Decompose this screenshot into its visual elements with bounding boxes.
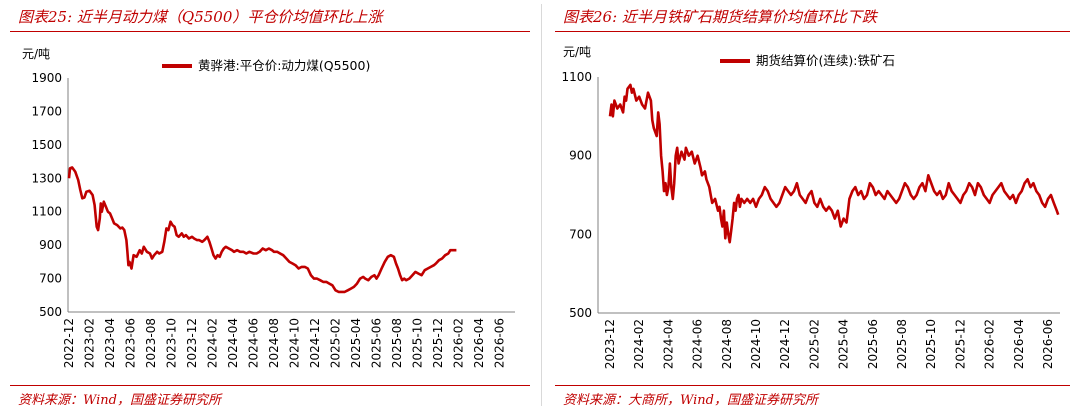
- coal-price-chart: 元/吨 500 700 900 1100 1300 1500 1700 1900 2022-12 2…: [22, 47, 515, 368]
- x-tick-label: 2023-02: [83, 318, 97, 368]
- iron-ore-price-chart: 元/吨 500 700 900 1100 2023-12 2024-02 2024-04 202…: [561, 45, 1060, 369]
- y-axis-unit: 元/吨: [22, 47, 50, 61]
- y-tick-label: 1100: [31, 205, 62, 219]
- legend-label: 期货结算价(连续):铁矿石: [756, 53, 895, 68]
- x-tick-label: 2025-06: [866, 319, 880, 369]
- x-tick-label: 2025-08: [390, 318, 404, 368]
- chart-source: 资料来源：Wind，国盛证券研究所: [18, 393, 221, 408]
- x-tick-label: 2024-06: [247, 318, 261, 368]
- x-tick-label: 2023-04: [103, 318, 117, 368]
- x-tick-label: 2024-06: [691, 319, 705, 369]
- x-tick-label: 2023-06: [124, 318, 138, 368]
- x-tick-label: 2025-02: [329, 318, 343, 368]
- x-tick-label: 2024-04: [226, 318, 240, 368]
- x-tick-label: 2025-06: [370, 318, 384, 368]
- chart-panel-right: 图表26: 近半月铁矿石期货结算价均值环比下跌 元/吨 500 700 900 1100…: [545, 0, 1080, 410]
- chart-source: 资料来源：大商所，Wind，国盛证券研究所: [563, 393, 818, 408]
- panel-divider: [541, 4, 542, 406]
- y-tick-label: 900: [569, 149, 592, 163]
- y-tick-label: 1900: [31, 71, 62, 85]
- x-tick-label: 2024-08: [267, 318, 281, 368]
- x-tick-label: 2025-02: [807, 319, 821, 369]
- y-tick-label: 900: [39, 238, 62, 252]
- x-tick-label: 2026-04: [1012, 319, 1026, 369]
- x-tick-label: 2024-02: [632, 319, 646, 369]
- y-tick-label: 700: [569, 227, 592, 241]
- source-rule: [10, 385, 530, 386]
- x-tick-label: 2024-12: [778, 319, 792, 369]
- x-tick-label: 2025-10: [924, 319, 938, 369]
- x-tick-label: 2024-10: [749, 319, 763, 369]
- y-tick-label: 1100: [561, 70, 592, 84]
- x-tick-label: 2025-04: [349, 318, 363, 368]
- x-tick-label: 2025-12: [953, 319, 967, 369]
- x-tick-label: 2025-10: [411, 318, 425, 368]
- x-tick-label: 2023-12: [185, 318, 199, 368]
- y-axis-unit: 元/吨: [563, 45, 591, 59]
- x-tick-label: 2026-02: [983, 319, 997, 369]
- x-tick-label: 2024-08: [720, 319, 734, 369]
- x-tick-label: 2026-06: [493, 318, 507, 368]
- y-tick-label: 1500: [31, 138, 62, 152]
- y-tick-label: 1700: [31, 104, 62, 118]
- x-tick-label: 2024-04: [661, 319, 675, 369]
- x-tick-label: 2025-12: [431, 318, 445, 368]
- x-tick-label: 2022-12: [62, 318, 76, 368]
- series-line: [608, 83, 1060, 244]
- chart-panel-left: 图表25: 近半月动力煤（Q5500）平仓价均值环比上涨 元/吨 500 700 90…: [10, 8, 530, 408]
- title-rule: [555, 31, 1070, 32]
- y-tick-label: 500: [569, 306, 592, 320]
- y-tick-label: 700: [39, 272, 62, 286]
- x-tick-label: 2024-10: [288, 318, 302, 368]
- x-tick-label: 2024-12: [308, 318, 322, 368]
- series-line: [67, 166, 457, 294]
- x-tick-label: 2026-02: [452, 318, 466, 368]
- x-tick-label: 2026-04: [472, 318, 486, 368]
- source-rule: [555, 385, 1070, 386]
- x-tick-label: 2026-06: [1041, 319, 1055, 369]
- x-tick-label: 2023-10: [165, 318, 179, 368]
- x-tick-label: 2025-04: [837, 319, 851, 369]
- x-tick-label: 2025-08: [895, 319, 909, 369]
- x-tick-label: 2023-12: [603, 319, 617, 369]
- chart-title: 图表25: 近半月动力煤（Q5500）平仓价均值环比上涨: [18, 8, 383, 26]
- chart-title: 图表26: 近半月铁矿石期货结算价均值环比下跌: [563, 8, 877, 26]
- x-tick-label: 2024-02: [206, 318, 220, 368]
- y-tick-label: 500: [39, 305, 62, 319]
- legend-label: 黄骅港:平仓价:动力煤(Q5500): [198, 58, 370, 73]
- x-tick-label: 2023-08: [144, 318, 158, 368]
- title-rule: [10, 31, 530, 32]
- y-tick-label: 1300: [31, 171, 62, 185]
